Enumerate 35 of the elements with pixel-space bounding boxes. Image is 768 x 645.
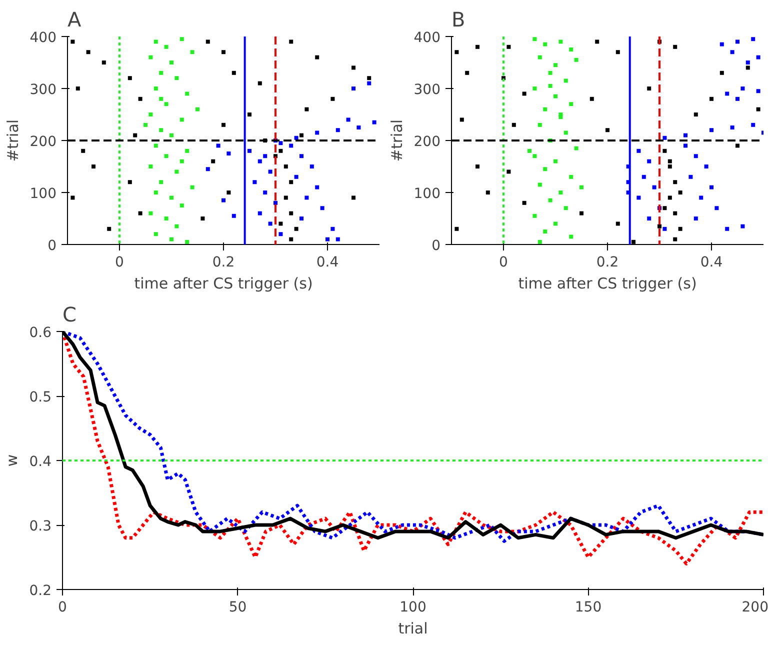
y-tick-label: 200 — [414, 134, 441, 150]
y-tick-label: 0 — [48, 238, 57, 254]
x-axis-title: time after CS trigger (s) — [518, 274, 697, 292]
x-tick-label: 0.2 — [212, 254, 235, 270]
y-tick-label: 0.2 — [29, 583, 52, 599]
y-tick-label: 400 — [414, 30, 441, 46]
x-tick-label: 150 — [574, 600, 602, 616]
x-tick-label: 0.2 — [596, 254, 619, 270]
y-tick-label: 300 — [30, 82, 57, 98]
x-tick-label: 0 — [499, 254, 508, 270]
chart-title: B — [452, 8, 466, 32]
x-tick-label: 100 — [400, 600, 426, 616]
chart-title: A — [68, 8, 82, 32]
x-tick-label: 0.4 — [316, 254, 339, 270]
x-tick-label: 0.4 — [700, 254, 723, 270]
y-axis-title: #trial — [4, 119, 22, 162]
chart-title: C — [62, 302, 76, 326]
x-tick-label: 50 — [228, 600, 247, 616]
x-tick-label: 0 — [58, 600, 67, 616]
y-axis-title: w — [3, 454, 22, 467]
y-tick-label: 100 — [414, 186, 441, 202]
y-tick-label: 0.6 — [29, 325, 52, 341]
y-axis-title: #trial — [388, 119, 406, 162]
x-axis-title: trial — [398, 620, 428, 638]
x-axis-title: time after CS trigger (s) — [134, 274, 313, 292]
y-tick-label: 0 — [432, 238, 441, 254]
y-tick-label: 0.3 — [29, 518, 52, 534]
y-tick-label: 0.5 — [29, 390, 52, 406]
y-tick-label: 300 — [414, 82, 441, 98]
x-tick-label: 200 — [742, 600, 768, 616]
y-tick-label: 200 — [30, 134, 57, 150]
x-tick-label: 0 — [115, 254, 124, 270]
y-tick-label: 0.4 — [29, 454, 52, 470]
y-tick-label: 100 — [30, 186, 57, 202]
y-tick-label: 400 — [30, 30, 57, 46]
